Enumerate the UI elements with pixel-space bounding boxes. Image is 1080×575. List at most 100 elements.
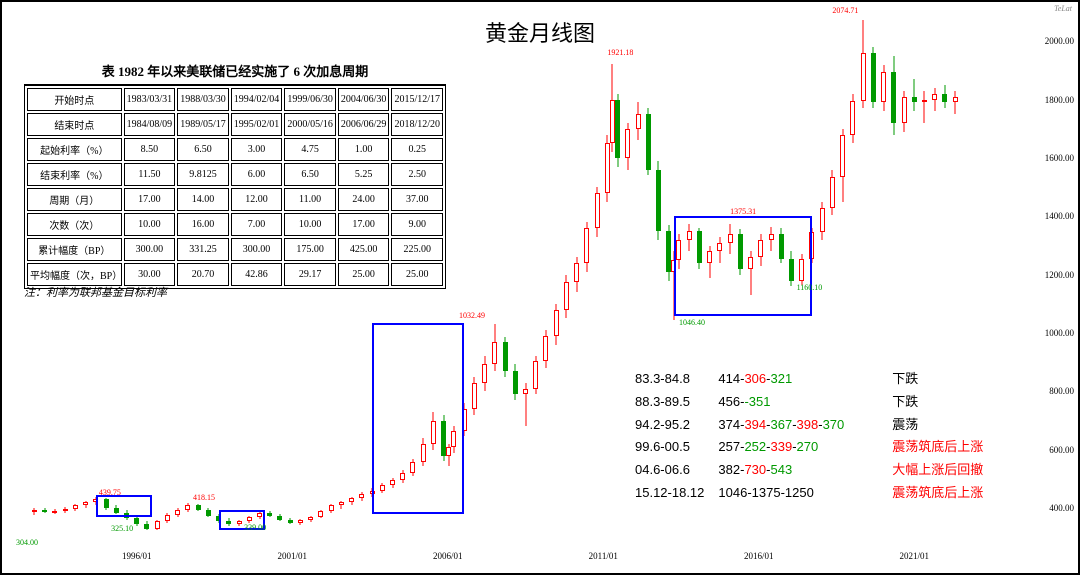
y-tick-label: 600.00 <box>1049 445 1074 455</box>
candle <box>533 12 538 552</box>
table-cell: 2000/05/16 <box>284 113 336 136</box>
candle <box>615 12 620 552</box>
x-tick-label: 2021/01 <box>899 551 929 561</box>
table-cell: 11.50 <box>124 163 176 186</box>
table-row: 平均幅度（次，BP）30.0020.7042.8629.1725.0025.00 <box>27 263 443 286</box>
table-cell: 225.00 <box>391 238 443 261</box>
table-header-cell: 2015/12/17 <box>391 88 443 111</box>
chart-container: TeLat 黄金月线图 439.75325.10418.15339.001032… <box>0 0 1080 575</box>
table-cell: 5.25 <box>338 163 390 186</box>
x-tick-label: 2011/01 <box>589 551 618 561</box>
table-row: 结束时点1984/08/091989/05/171995/02/012000/0… <box>27 113 443 136</box>
table-cell: 0.25 <box>391 138 443 161</box>
summary-row: 99.6-00.5257-252-339-270震荡筑底后上涨 <box>629 437 989 458</box>
summary-result: 震荡筑底后上涨 <box>852 437 989 458</box>
table-cell: 17.00 <box>124 188 176 211</box>
table-cell: 8.50 <box>124 138 176 161</box>
table-cell: 29.17 <box>284 263 336 286</box>
summary-row: 83.3-84.8414-306-321下跌 <box>629 369 989 390</box>
candle <box>513 12 518 552</box>
price-label: 339.00 <box>244 524 266 532</box>
table-cell: 425.00 <box>338 238 390 261</box>
summary-row: 15.12-18.121046-1375-1250震荡筑底后上涨 <box>629 483 989 504</box>
summary-row: 04.6-06.6382-730-543大幅上涨后回撤 <box>629 460 989 481</box>
table-cell: 25.00 <box>391 263 443 286</box>
candle <box>554 12 559 552</box>
table-cell: 42.86 <box>231 263 283 286</box>
table-rowhead: 周期（月） <box>27 188 122 211</box>
table-cell: 10.00 <box>284 213 336 236</box>
table-cell: 6.50 <box>177 138 229 161</box>
summary-period: 94.2-95.2 <box>629 415 710 436</box>
price-label: 2074.71 <box>832 7 858 15</box>
table-header-cell: 1994/02/04 <box>231 88 283 111</box>
table-header-cell: 1983/03/31 <box>124 88 176 111</box>
summary-period: 83.3-84.8 <box>629 369 710 390</box>
y-tick-label: 1800.00 <box>1045 95 1074 105</box>
summary-result: 震荡筑底后上涨 <box>852 483 989 504</box>
candle <box>492 12 497 552</box>
y-axis: 400.00600.00800.001000.001200.001400.001… <box>1035 12 1078 548</box>
price-label: 1160.10 <box>797 284 823 292</box>
price-label: 418.15 <box>193 494 215 502</box>
candle <box>584 12 589 552</box>
table-cell: 6.50 <box>284 163 336 186</box>
candle <box>574 12 579 552</box>
highlight-box <box>96 495 152 517</box>
table-cell: 7.00 <box>231 213 283 236</box>
table-header-cell: 1988/03/30 <box>177 88 229 111</box>
table-row: 结束利率（%）11.509.81256.006.505.252.50 <box>27 163 443 186</box>
summary-result: 下跌 <box>852 392 989 413</box>
table-rowhead: 次数（次） <box>27 213 122 236</box>
table-row: 次数（次）10.0016.007.0010.0017.009.00 <box>27 213 443 236</box>
price-label: 325.10 <box>111 525 133 533</box>
x-tick-label: 2006/01 <box>433 551 463 561</box>
table-row: 起始利率（%）8.506.503.004.751.000.25 <box>27 138 443 161</box>
table-cell: 2.50 <box>391 163 443 186</box>
candle <box>543 12 548 552</box>
price-label: 1921.18 <box>607 49 633 57</box>
table-rowhead: 平均幅度（次，BP） <box>27 263 122 286</box>
summary-period: 88.3-89.5 <box>629 392 710 413</box>
table-row: 周期（月）17.0014.0012.0011.0024.0037.00 <box>27 188 443 211</box>
summary-row: 94.2-95.2374-394-367-398-370震荡 <box>629 415 989 436</box>
highlight-box <box>372 323 464 514</box>
table-header-cell: 1999/06/30 <box>284 88 336 111</box>
table-cell: 2006/06/29 <box>338 113 390 136</box>
x-axis: 1996/012001/012006/012011/012016/012021/… <box>14 551 1033 567</box>
table-cell: 20.70 <box>177 263 229 286</box>
price-label: 439.75 <box>99 489 121 497</box>
price-label: 1375.31 <box>730 208 756 216</box>
table-cell: 1995/02/01 <box>231 113 283 136</box>
candle <box>472 12 477 552</box>
table-cell: 175.00 <box>284 238 336 261</box>
price-label: 1046.40 <box>679 319 705 327</box>
y-tick-label: 1000.00 <box>1045 328 1074 338</box>
table-cell: 10.00 <box>124 213 176 236</box>
table-cell: 331.25 <box>177 238 229 261</box>
summary-period: 99.6-00.5 <box>629 437 710 458</box>
candle <box>503 12 508 552</box>
x-tick-label: 2001/01 <box>277 551 307 561</box>
table-caption: 表 1982 年以来美联储已经实施了 6 次加息周期 <box>24 57 446 85</box>
summary-range: 414-306-321 <box>712 369 850 390</box>
table-cell: 12.00 <box>231 188 283 211</box>
y-tick-label: 1400.00 <box>1045 211 1074 221</box>
table-cell: 2018/12/20 <box>391 113 443 136</box>
table-cell: 24.00 <box>338 188 390 211</box>
summary-text-block: 83.3-84.8414-306-321下跌88.3-89.5456--351下… <box>627 367 991 506</box>
candle <box>564 12 569 552</box>
summary-range: 257-252-339-270 <box>712 437 850 458</box>
table-cell: 17.00 <box>338 213 390 236</box>
y-tick-label: 1600.00 <box>1045 153 1074 163</box>
table-rowhead: 结束时点 <box>27 113 122 136</box>
table-rowhead: 起始利率（%） <box>27 138 122 161</box>
summary-row: 88.3-89.5456--351下跌 <box>629 392 989 413</box>
table-row: 累计幅度（BP）300.00331.25300.00175.00425.0022… <box>27 238 443 261</box>
y-tick-label: 1200.00 <box>1045 270 1074 280</box>
candle <box>482 12 487 552</box>
table-rowhead: 累计幅度（BP） <box>27 238 122 261</box>
table-cell: 25.00 <box>338 263 390 286</box>
rate-hike-table: 表 1982 年以来美联储已经实施了 6 次加息周期 开始时点1983/03/3… <box>24 57 446 289</box>
highlight-box <box>674 216 812 315</box>
